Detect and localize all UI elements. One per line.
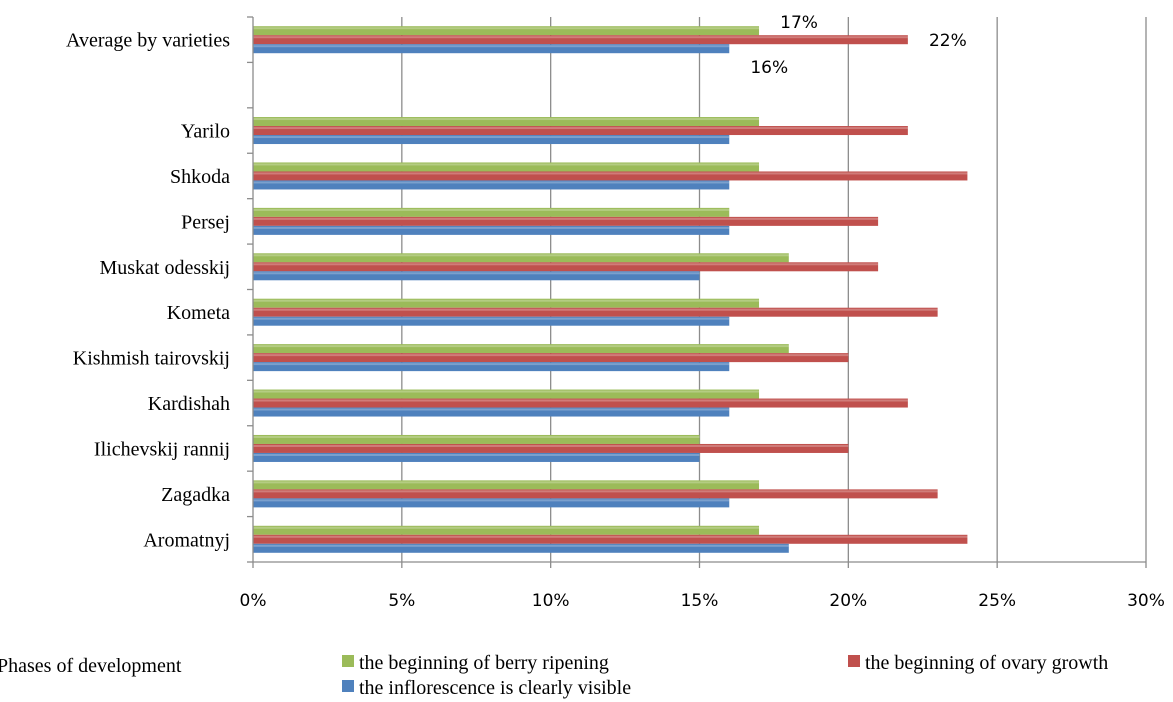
bar-highlight [253,136,730,139]
bar [253,225,730,235]
bar-highlight [253,535,968,538]
bar [253,443,849,453]
x-tick-label: 0% [240,591,267,611]
bar-highlight [253,354,849,357]
bar [253,316,730,326]
legend-entry: the inflorescence is clearly visible [359,677,631,699]
bar [253,344,789,354]
bar-highlight [253,163,760,166]
category-label: Aromatnyj [143,529,230,551]
category-label: Average by varieties [66,30,230,52]
bar [253,126,908,136]
bar [253,480,760,490]
bar [253,271,700,281]
bar [253,262,879,272]
bar [253,117,760,127]
legend-entry: the beginning of ovary growth [865,652,1108,674]
bar-highlight [253,399,908,402]
bar [253,26,760,36]
bar [253,35,908,45]
bar [253,389,760,399]
category-label: Kometa [167,302,230,324]
bar [253,171,968,181]
bar [253,44,730,54]
legend-swatch [848,655,860,667]
bar [253,253,789,263]
category-label: Persej [181,211,230,233]
x-tick-label: 20% [829,591,867,611]
bar [253,307,938,317]
x-tick-label: 10% [532,591,570,611]
bar [253,534,968,544]
bar [253,362,730,372]
bar-highlight [253,390,760,393]
bar-highlight [253,345,789,348]
bar [253,543,789,553]
bar-highlight [253,254,789,257]
legend-swatch [342,680,354,692]
bar-highlight [253,408,730,411]
bar [253,135,730,145]
data-label: 16% [750,58,788,78]
bar-highlight [253,444,849,447]
bar-highlight [253,317,730,320]
bar-highlight [253,27,760,30]
bar-highlight [253,181,730,184]
bar-highlight [253,263,879,266]
bar [253,489,938,499]
bar-highlight [253,272,700,275]
bar-highlight [253,308,938,311]
x-tick-label: 15% [681,591,719,611]
bar-highlight [253,299,760,302]
bar-highlight [253,226,730,229]
bar [253,162,760,172]
category-label: Shkoda [170,166,230,188]
bar-highlight [253,208,730,211]
category-label: Kishmish tairovskij [73,348,230,370]
bar-highlight [253,526,760,529]
bar [253,525,760,535]
bar [253,498,730,508]
bar [253,452,700,462]
category-label: Zagadka [161,484,230,506]
bar-highlight [253,217,879,220]
bar [253,407,730,417]
bar [253,216,879,226]
legend-title: Phases of development [0,655,182,677]
bar-highlight [253,118,760,121]
data-label: 17% [780,13,818,33]
bar-highlight [253,45,730,48]
bar [253,353,849,363]
bar-highlight [253,453,700,456]
x-tick-label: 30% [1127,591,1165,611]
x-tick-label: 5% [388,591,415,611]
category-label: Ilichevskij rannij [94,438,230,460]
bar-highlight [253,127,908,130]
bar [253,298,760,308]
bar [253,207,730,217]
bar [253,398,908,408]
bar-highlight [253,544,789,547]
bar [253,180,730,190]
category-label: Muskat odesskij [99,257,230,279]
legend-entry: the beginning of berry ripening [359,652,609,674]
category-label: Kardishah [148,393,230,415]
bar-highlight [253,36,908,39]
category-label: Yarilo [181,121,230,143]
data-label: 22% [929,31,967,51]
bar [253,434,700,444]
legend-swatch [342,655,354,667]
x-tick-label: 25% [978,591,1016,611]
bar-highlight [253,363,730,366]
bar-highlight [253,490,938,493]
bar-highlight [253,481,760,484]
bar-highlight [253,499,730,502]
bar-highlight [253,172,968,175]
bar-highlight [253,435,700,438]
